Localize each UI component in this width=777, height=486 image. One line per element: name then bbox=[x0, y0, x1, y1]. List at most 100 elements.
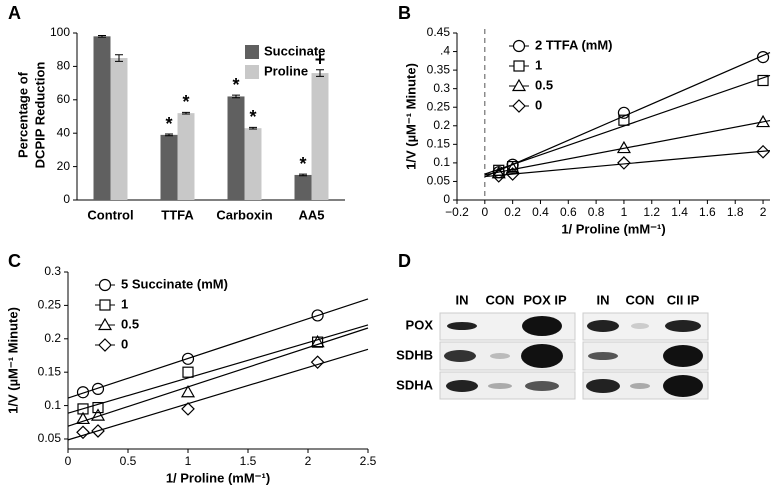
point bbox=[505, 167, 520, 181]
y-tick-label: 0.3 bbox=[44, 264, 61, 278]
band bbox=[586, 379, 620, 393]
legend-marker bbox=[511, 78, 527, 92]
band bbox=[488, 383, 512, 389]
row-label: POX bbox=[406, 317, 434, 332]
bar bbox=[177, 113, 195, 200]
y-tick-label: 0.15 bbox=[427, 137, 451, 151]
y-tick-label: 0.1 bbox=[44, 398, 61, 412]
y-tick-label: 0.35 bbox=[427, 62, 451, 76]
x-tick-label: 0 bbox=[65, 454, 72, 468]
y-tick-label: 20 bbox=[57, 159, 71, 173]
legend-label: 2 TTFA (mM) bbox=[535, 37, 613, 52]
point bbox=[180, 385, 196, 398]
band bbox=[522, 316, 562, 336]
fit-line bbox=[67, 327, 369, 427]
error-bar bbox=[232, 94, 240, 99]
point bbox=[181, 352, 195, 365]
error-bar bbox=[299, 173, 307, 177]
x-tick-label: 2 bbox=[305, 454, 312, 468]
legend-marker bbox=[98, 338, 112, 352]
error-bar bbox=[316, 69, 324, 77]
y-tick-label: 40 bbox=[57, 125, 71, 139]
y-tick-label: 80 bbox=[57, 59, 71, 73]
y-tick-label: 0 bbox=[443, 192, 450, 206]
band bbox=[444, 350, 476, 362]
significance-marker: * bbox=[299, 154, 306, 174]
row-label: SDHB bbox=[396, 347, 433, 362]
legend-label: 0 bbox=[535, 97, 542, 112]
point bbox=[310, 334, 325, 348]
point bbox=[616, 140, 631, 154]
error-bar bbox=[98, 35, 106, 38]
x-tick-label: 1.2 bbox=[643, 205, 660, 219]
y-tick-label: 0.05 bbox=[38, 431, 62, 445]
band bbox=[630, 383, 650, 389]
error-bar bbox=[115, 54, 123, 62]
band bbox=[587, 320, 619, 332]
bar bbox=[294, 174, 312, 200]
y-tick-label: 100 bbox=[50, 25, 70, 39]
point bbox=[182, 366, 194, 378]
legend-marker bbox=[513, 60, 525, 72]
legend-swatch bbox=[245, 45, 259, 59]
fit-line bbox=[484, 150, 771, 178]
point bbox=[756, 51, 770, 64]
error-bar bbox=[182, 111, 190, 115]
legend-label: 0.5 bbox=[121, 316, 139, 331]
y-tick-label: .4 bbox=[440, 44, 450, 58]
point bbox=[181, 402, 195, 416]
x-tick-label: −0.2 bbox=[445, 205, 469, 219]
x-tick-label: Control bbox=[87, 207, 133, 222]
lane-header: CON bbox=[486, 292, 515, 307]
significance-marker: * bbox=[232, 75, 239, 95]
y-tick-label: 0.2 bbox=[433, 118, 450, 132]
x-tick-label: AA5 bbox=[298, 207, 324, 222]
blot: IN CON POX IP IN CON CII IP POX SDHB SDH… bbox=[396, 292, 709, 400]
band bbox=[665, 320, 701, 332]
bar bbox=[311, 73, 329, 200]
row-label: SDHA bbox=[396, 377, 433, 392]
legend-marker bbox=[97, 317, 113, 331]
y-axis-label: Percentage of bbox=[15, 71, 30, 158]
y-tick-label: 0.3 bbox=[433, 81, 450, 95]
legend-label: 0 bbox=[121, 336, 128, 351]
x-tick-label: 1.8 bbox=[727, 205, 744, 219]
x-tick-label: 1.5 bbox=[240, 454, 257, 468]
point bbox=[757, 74, 769, 87]
y-axis-label: 1/V (µM⁻¹ Minute) bbox=[403, 63, 418, 170]
x-tick-label: 1.4 bbox=[671, 205, 688, 219]
bar bbox=[93, 36, 111, 201]
x-tick-label: 0.4 bbox=[532, 205, 549, 219]
point bbox=[76, 386, 90, 399]
band bbox=[525, 381, 559, 391]
bar bbox=[227, 96, 245, 200]
x-tick-label: 0.5 bbox=[120, 454, 137, 468]
point bbox=[617, 156, 631, 170]
x-tick-label: 2.5 bbox=[360, 454, 377, 468]
legend-label: 0.5 bbox=[535, 77, 553, 92]
x-tick-label: 0.2 bbox=[504, 205, 521, 219]
band bbox=[447, 322, 477, 330]
band bbox=[631, 323, 649, 329]
y-tick-label: 0.1 bbox=[433, 155, 450, 169]
point bbox=[756, 114, 771, 128]
x-tick-label: 1 bbox=[621, 205, 628, 219]
lane-header: IN bbox=[456, 292, 469, 307]
x-tick-label: 1.6 bbox=[699, 205, 716, 219]
point bbox=[90, 408, 106, 421]
x-axis-label: 1/ Proline (mM⁻¹) bbox=[561, 221, 665, 236]
x-tick-label: 2 bbox=[760, 205, 767, 219]
significance-marker: * bbox=[165, 114, 172, 134]
lane-header: CII IP bbox=[667, 292, 700, 307]
band bbox=[521, 344, 563, 368]
x-tick-label: 0.8 bbox=[588, 205, 605, 219]
panel-letter: A bbox=[8, 3, 21, 23]
point bbox=[756, 144, 770, 159]
panel-letter: B bbox=[398, 3, 411, 23]
lane-header: CON bbox=[626, 292, 655, 307]
point bbox=[617, 106, 631, 119]
point bbox=[76, 425, 90, 440]
x-axis-label: 1/ Proline (mM⁻¹) bbox=[166, 470, 270, 485]
error-bar bbox=[165, 133, 173, 137]
legend-label: Succinate bbox=[264, 43, 325, 58]
